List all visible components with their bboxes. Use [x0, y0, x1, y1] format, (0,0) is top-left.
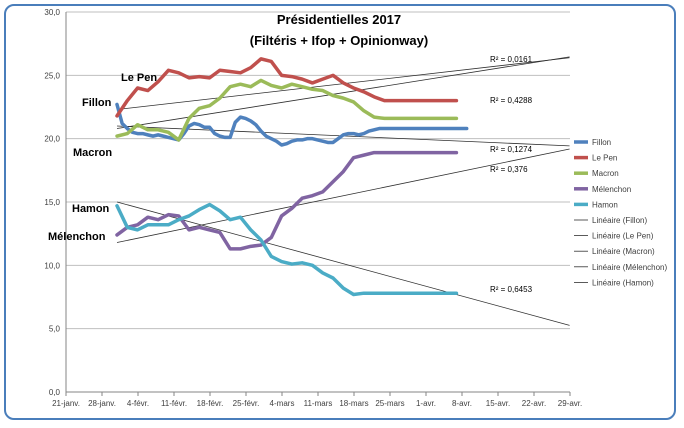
legend-label: Hamon — [592, 200, 618, 209]
x-tick-label: 4-mars — [270, 399, 295, 408]
y-tick-label: 20,0 — [44, 135, 60, 144]
series — [115, 57, 469, 297]
x-tick-label: 25-févr. — [233, 399, 260, 408]
x-tick-label: 25-mars — [375, 399, 404, 408]
y-tick-label: 25,0 — [44, 71, 60, 80]
legend-label: Linéaire (Hamon) — [592, 278, 654, 287]
x-tick-label: 8-avr. — [452, 399, 472, 408]
x-tick-label: 4-févr. — [127, 399, 149, 408]
y-tick-label: 5,0 — [49, 325, 61, 334]
legend-label: Le Pen — [592, 154, 617, 163]
legend-label: Linéaire (Le Pen) — [592, 232, 654, 241]
legend-label: Mélenchon — [592, 185, 631, 194]
chart-title: Présidentielles 2017 — [277, 12, 401, 27]
legend-label: Linéaire (Mélenchon) — [592, 263, 667, 272]
x-tick-label: 15-avr. — [486, 399, 510, 408]
x-tick-label: 18-févr. — [197, 399, 224, 408]
y-tick-label: 30,0 — [44, 8, 60, 17]
trendline-3 — [116, 148, 570, 243]
r2-label: R² = 0,376 — [490, 165, 528, 174]
r2-label: R² = 0,1274 — [490, 145, 533, 154]
x-tick-label: 29-avr. — [558, 399, 582, 408]
series-line-le pen — [115, 57, 459, 118]
candidate-label: Le Pen — [121, 72, 157, 84]
series-line-hamon — [115, 202, 459, 297]
chart-frame — [4, 4, 676, 420]
chart-subtitle: (Filtéris + Ifop + Opinionway) — [250, 33, 428, 48]
x-tick-label: 11-mars — [304, 399, 333, 408]
x-tick-label: 11-févr. — [161, 399, 187, 408]
legend-label: Macron — [592, 169, 619, 178]
candidate-label: Mélenchon — [48, 231, 106, 243]
x-tick-label: 28-janv. — [88, 399, 116, 408]
trendline-4 — [116, 201, 570, 326]
series-line-mélenchon — [115, 150, 459, 251]
legend-label: Linéaire (Fillon) — [592, 216, 647, 225]
r2-label: R² = 0,6453 — [490, 285, 533, 294]
candidate-label: Macron — [73, 147, 112, 159]
r2-label: R² = 0,4288 — [490, 96, 533, 105]
series-line-macron — [115, 78, 459, 142]
x-tick-label: 18-mars — [339, 399, 368, 408]
legend: Fillon Le Pen Macron Mélenchon Hamon Linéaire… — [574, 138, 667, 287]
y-tick-label: 15,0 — [44, 198, 60, 207]
x-tick-label: 22-avr. — [522, 399, 546, 408]
candidate-label: Hamon — [72, 203, 110, 215]
y-tick-label: 10,0 — [44, 261, 60, 270]
legend-label: Fillon — [592, 138, 611, 147]
legend-label: Linéaire (Macron) — [592, 247, 655, 256]
candidate-label: Fillon — [82, 97, 112, 109]
trendlines: R² = 0,0161 R² = 0,4288 R² = 0,1274 R² = 0,… — [116, 55, 570, 326]
x-tick-label: 1-avr. — [416, 399, 436, 408]
r2-label: R² = 0,0161 — [490, 55, 533, 64]
y-tick-label: 0,0 — [49, 388, 61, 397]
trendline-2 — [116, 56, 570, 129]
x-tick-label: 21-janv. — [52, 399, 80, 408]
candidate-labels: Le Pen Fillon Macron Hamon Mélenchon — [48, 72, 157, 243]
axes: 0,0 5,0 10,0 15,0 20,0 25,0 30,0 21-janv. 28-jan… — [44, 8, 582, 408]
